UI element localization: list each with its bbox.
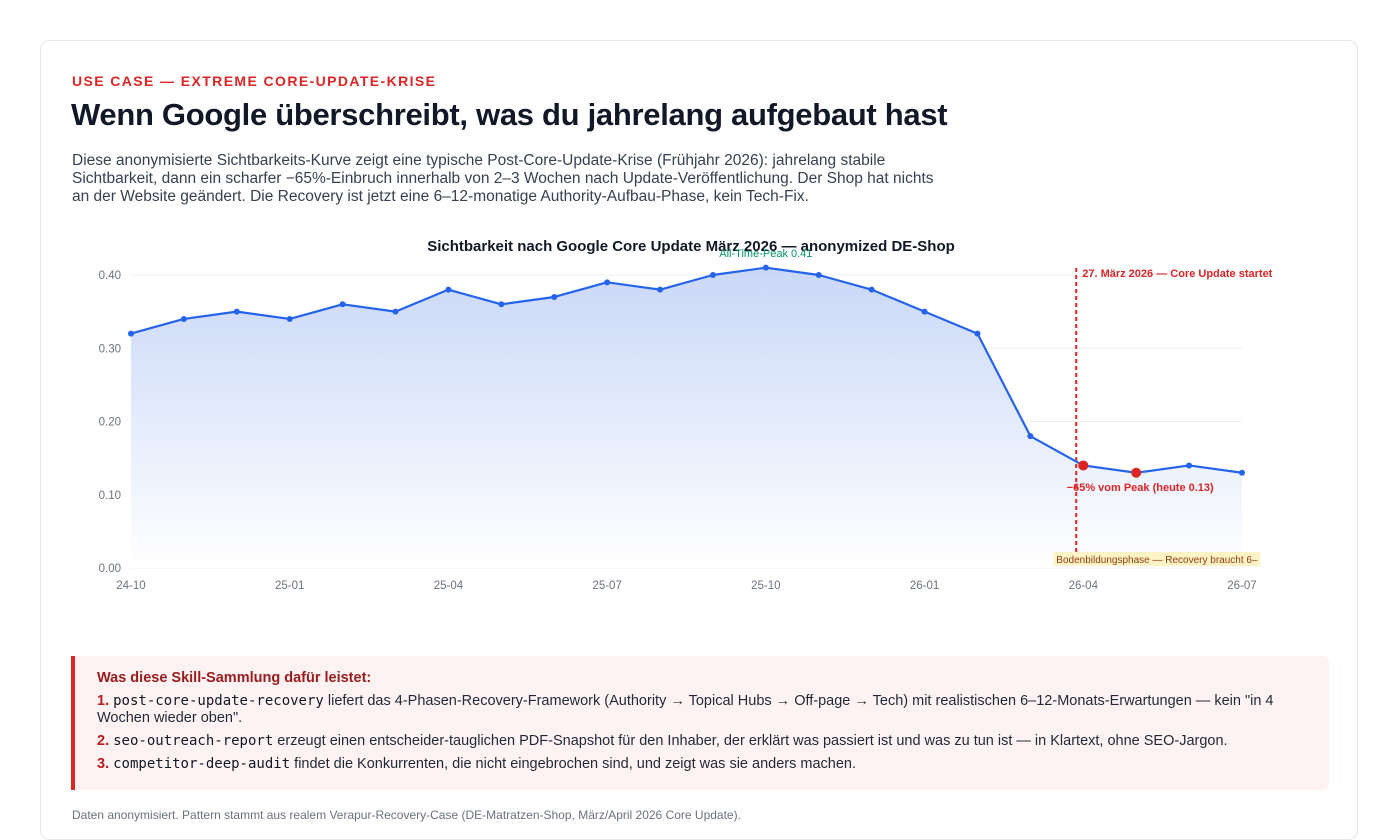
y-tick-label: 0.20 bbox=[99, 417, 121, 429]
peak-label: All-Time-Peak 0.41 bbox=[719, 248, 812, 260]
skill-name: seo-outreach-report bbox=[113, 733, 274, 749]
x-tick-label: 25-10 bbox=[751, 580, 780, 592]
x-tick-label: 24-10 bbox=[116, 580, 145, 592]
bottom-phase-bg bbox=[1053, 552, 1261, 566]
eyebrow-label: USE CASE — EXTREME CORE-UPDATE-KRISE bbox=[72, 73, 437, 89]
x-tick-label: 26-01 bbox=[910, 580, 939, 592]
data-point bbox=[551, 293, 558, 300]
skill-name: post-core-update-recovery bbox=[113, 693, 324, 709]
axis-labels: 0.00 0.10 0.20 0.30 0.40 24-10 25-01 25-04 25-07… bbox=[99, 270, 1257, 592]
data-point bbox=[339, 301, 346, 308]
footnote: Daten anonymisiert. Pattern stammt aus r… bbox=[72, 808, 741, 822]
use-case-card: USE CASE — EXTREME CORE-UPDATE-KRISE Wen… bbox=[40, 40, 1358, 840]
data-point bbox=[974, 330, 981, 337]
drop-label: −65% vom Peak (heute 0.13) bbox=[1067, 482, 1214, 494]
data-point bbox=[233, 308, 240, 315]
page-title: Wenn Google überschreibt, was du jahrela… bbox=[71, 97, 948, 132]
visibility-chart: Sichtbarkeit nach Google Core Update Mär… bbox=[41, 231, 1359, 631]
callout-item-number: 3. bbox=[97, 756, 110, 772]
callout-item-text: findet die Konkurrenten, die nicht einge… bbox=[290, 756, 856, 772]
data-point bbox=[180, 315, 187, 322]
series-path bbox=[130, 266, 1243, 474]
highlight-point bbox=[1131, 467, 1142, 478]
callout-item-text: liefert das 4-Phasen-Recovery-Framework … bbox=[97, 693, 1274, 726]
y-tick-label: 0.10 bbox=[99, 490, 121, 502]
callout-item: 2. seo-outreach-report erzeugt einen ent… bbox=[97, 733, 1307, 750]
data-point bbox=[709, 272, 716, 278]
data-point bbox=[1186, 462, 1193, 469]
data-points bbox=[128, 264, 1245, 478]
data-point bbox=[657, 286, 664, 293]
area-fill bbox=[131, 267, 1242, 568]
callout-item-number: 2. bbox=[97, 733, 110, 749]
x-tick-label: 26-04 bbox=[1069, 580, 1099, 592]
skill-name: competitor-deep-audit bbox=[113, 756, 291, 772]
data-point bbox=[868, 286, 875, 293]
data-point bbox=[604, 279, 611, 286]
update-marker-label: 27. März 2026 — Core Update startet bbox=[1082, 268, 1272, 280]
data-point bbox=[392, 308, 399, 315]
y-tick-label: 0.40 bbox=[99, 270, 121, 282]
chart-svg: Sichtbarkeit nach Google Core Update Mär… bbox=[99, 238, 1273, 592]
x-tick-label: 25-04 bbox=[434, 580, 464, 592]
callout-item: 1. post-core-update-recovery liefert das… bbox=[97, 693, 1307, 727]
callout-title: Was diese Skill-Sammlung dafür leistet: bbox=[97, 670, 372, 686]
callout-item-text: erzeugt einen entscheider-tauglichen PDF… bbox=[273, 733, 1228, 749]
data-point bbox=[1239, 469, 1245, 476]
data-point bbox=[762, 264, 769, 271]
chart-title: Sichtbarkeit nach Google Core Update Mär… bbox=[427, 238, 955, 255]
data-point bbox=[498, 301, 505, 308]
data-point bbox=[921, 308, 928, 315]
annotations: 27. März 2026 — Core Update startet Boden… bbox=[719, 248, 1273, 568]
intro-text: Diese anonymisierte Sichtbarkeits-Kurve … bbox=[72, 152, 934, 205]
data-point bbox=[445, 286, 452, 293]
area-path bbox=[131, 267, 1242, 568]
data-point bbox=[1027, 433, 1034, 440]
data-point bbox=[286, 315, 293, 322]
bottom-phase-label: Bodenbildungsphase — Recovery braucht 6– bbox=[1056, 555, 1258, 566]
skill-callout: Was diese Skill-Sammlung dafür leistet: … bbox=[71, 656, 1329, 790]
x-tick-label: 25-07 bbox=[592, 580, 621, 592]
y-tick-label: 0.00 bbox=[99, 563, 121, 575]
x-tick-label: 26-07 bbox=[1227, 580, 1256, 592]
data-point bbox=[128, 330, 134, 337]
data-point bbox=[815, 272, 822, 278]
series-line bbox=[130, 266, 1243, 474]
x-tick-label: 25-01 bbox=[275, 580, 304, 592]
callout-item-number: 1. bbox=[97, 693, 110, 709]
highlight-point bbox=[1078, 460, 1089, 471]
y-tick-label: 0.30 bbox=[99, 343, 121, 355]
callout-item: 3. competitor-deep-audit findet die Konk… bbox=[97, 756, 1307, 773]
